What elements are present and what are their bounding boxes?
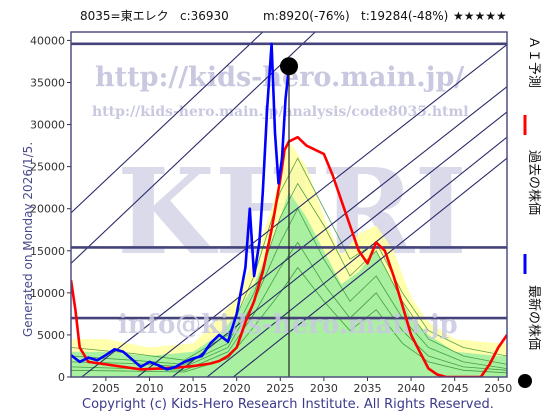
plot-frame <box>70 31 508 378</box>
x-tick-label-2010: 2010 <box>135 382 163 395</box>
close-price-label: c:36930 <box>180 9 229 23</box>
trend-line-1 <box>71 32 316 264</box>
x-tick-label-2030: 2030 <box>310 382 338 395</box>
legend-label-1: 過去の株価 <box>526 150 541 215</box>
watermark-info: info@kids-hero.main.jp <box>118 310 458 340</box>
y-axis: 0 5000 10000 15000 20000 25000 30000 35000 40000 <box>30 34 71 384</box>
x-tick-label-2050: 2050 <box>484 382 512 395</box>
trend-line-5 <box>206 136 507 377</box>
series-line-1 <box>71 42 291 371</box>
trend-line-3 <box>136 86 507 377</box>
x-axis: 2005 2010 2015 2020 2025 2030 2035 2040 2045 2050 <box>92 377 512 395</box>
y-tick-label-15000: 15000 <box>30 245 65 258</box>
x-tick-label-2040: 2040 <box>397 382 425 395</box>
series-line-0 <box>71 135 507 377</box>
y-tick-label-40000: 40000 <box>30 34 65 47</box>
latest-price-dot <box>280 57 298 76</box>
latest-marker <box>280 57 298 377</box>
x-tick-label-2005: 2005 <box>92 382 120 395</box>
x-tick-label-2045: 2045 <box>441 382 469 395</box>
watermark-url-analysis: http://kids-hero.main.jp/analysis/code80… <box>92 104 469 120</box>
min-price-label: m:8920(-76%) <box>263 9 350 23</box>
y-tick-label-0: 0 <box>58 371 65 384</box>
copyright-footer: Copyright (c) Kids-Hero Research Institu… <box>82 397 494 412</box>
rating-stars: ★★★★★ <box>453 9 507 23</box>
price-series <box>71 42 507 377</box>
y-tick-label-30000: 30000 <box>30 119 65 132</box>
generated-label: Generated on Monday 2026/1/5. <box>21 142 35 337</box>
legend-label-2: 最新の株価 <box>526 285 542 350</box>
x-tick-label-2020: 2020 <box>223 382 251 395</box>
legend-swatch-2 <box>518 374 532 388</box>
x-tick-label-2035: 2035 <box>353 382 381 395</box>
y-tick-label-25000: 25000 <box>30 161 65 174</box>
watermark-url-main: http://kids-hero.main.jp/ <box>95 62 464 93</box>
simulation-line-1 <box>71 207 507 369</box>
y-tick-label-20000: 20000 <box>30 203 65 216</box>
target-price-label: t:19284(-48%) <box>361 9 448 23</box>
simulation-lines <box>71 157 507 374</box>
legend-label-0: ＡＩ予測 <box>526 36 541 88</box>
x-tick-label-2015: 2015 <box>179 382 207 395</box>
y-tick-label-5000: 5000 <box>37 329 65 342</box>
y-tick-label-10000: 10000 <box>30 287 65 300</box>
y-tick-label-35000: 35000 <box>30 76 65 89</box>
ticker-label: 8035=東エレク <box>80 9 169 23</box>
x-tick-label-2025: 2025 <box>266 382 294 395</box>
simulation-line-3 <box>71 157 507 361</box>
trend-line-0 <box>71 32 264 214</box>
simulation-line-0 <box>71 182 507 365</box>
trend-line-6 <box>232 157 507 377</box>
